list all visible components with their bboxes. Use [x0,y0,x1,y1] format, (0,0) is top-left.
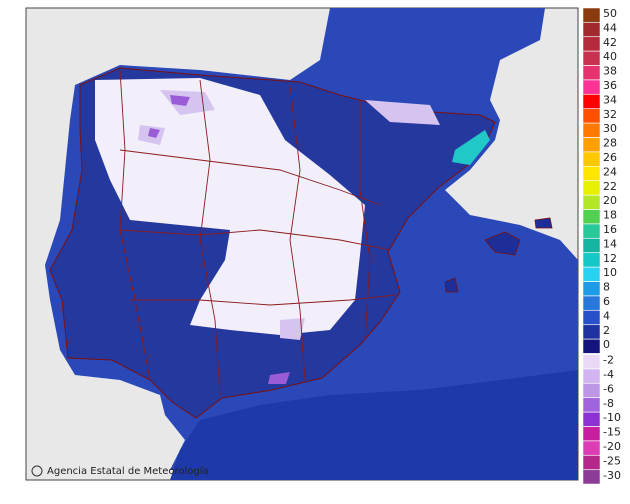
legend-swatch [582,151,601,167]
legend-label: 50 [603,7,617,20]
legend-label: 30 [603,122,617,135]
legend-swatch [582,238,601,253]
legend-label: 8 [603,281,610,294]
legend-swatch [582,266,601,282]
legend-swatch [582,137,601,153]
legend-label: 24 [603,165,617,178]
legend-swatch [582,383,601,398]
legend-label: -2 [603,354,614,367]
legend-swatch [582,368,601,384]
legend-swatch [582,281,601,297]
legend-label: 40 [603,50,617,63]
legend-label: -8 [603,397,614,410]
legend-swatch [582,50,601,66]
legend-swatch [582,180,601,196]
legend-swatch [582,122,601,138]
legend-label: 10 [603,266,617,279]
legend-swatch [582,22,601,37]
legend-swatch [582,94,601,109]
legend-label: -6 [603,382,614,395]
legend-label: -20 [603,440,621,453]
legend-swatch [582,252,601,268]
legend-swatch [582,36,601,52]
legend-label: 12 [603,252,617,265]
legend-label: 26 [603,151,617,164]
legend-label: 42 [603,36,617,49]
cold-patches [138,90,440,340]
legend-label: 22 [603,180,617,193]
legend-swatch [582,397,601,413]
legend-swatch [582,65,601,81]
region-borders [119,69,396,396]
legend-swatch [582,411,601,427]
legend-swatch [582,426,601,442]
legend-swatch [582,166,601,181]
legend-swatch [582,440,601,456]
credit: Agencia Estatal de Meteorología [31,465,209,477]
legend-label: -15 [603,426,621,439]
legend-swatch [582,338,601,354]
african-coast-field [170,370,578,480]
legend-swatch [582,209,601,225]
legend-label: 20 [603,194,617,207]
cold-plateau [95,78,365,335]
legend-label: 0 [603,338,610,351]
map [25,7,579,481]
legend-label: 28 [603,137,617,150]
legend-swatch [582,354,601,370]
legend-swatch [582,79,601,95]
legend-swatch [582,324,601,340]
legend-label: 36 [603,79,617,92]
legend-label: 38 [603,65,617,78]
legend-swatch [582,108,601,124]
legend-label: 18 [603,209,617,222]
legend-swatch [582,7,601,23]
legend-label: -10 [603,411,621,424]
legend-label: -25 [603,454,621,467]
legend-swatch [582,194,601,210]
legend-label: 14 [603,237,617,250]
legend: 5044424038363432302826242220181614121086… [582,7,621,485]
legend-label: 16 [603,223,617,236]
legend-swatch [582,223,601,239]
legend-swatch [582,310,601,325]
legend-label: 4 [603,309,610,322]
legend-label: 2 [603,324,610,337]
credit-text: Agencia Estatal de Meteorología [47,465,209,477]
legend-swatch [582,469,601,485]
legend-label: 6 [603,295,610,308]
legend-label: 32 [603,108,617,121]
copyright-icon [31,465,43,477]
warm-coast [452,130,490,165]
legend-label: 44 [603,21,617,34]
legend-swatch [582,455,601,470]
legend-label: -30 [603,469,621,482]
legend-label: 34 [603,93,617,106]
legend-label: -4 [603,368,614,381]
balearic-islands [444,217,553,293]
legend-swatch [582,295,601,311]
